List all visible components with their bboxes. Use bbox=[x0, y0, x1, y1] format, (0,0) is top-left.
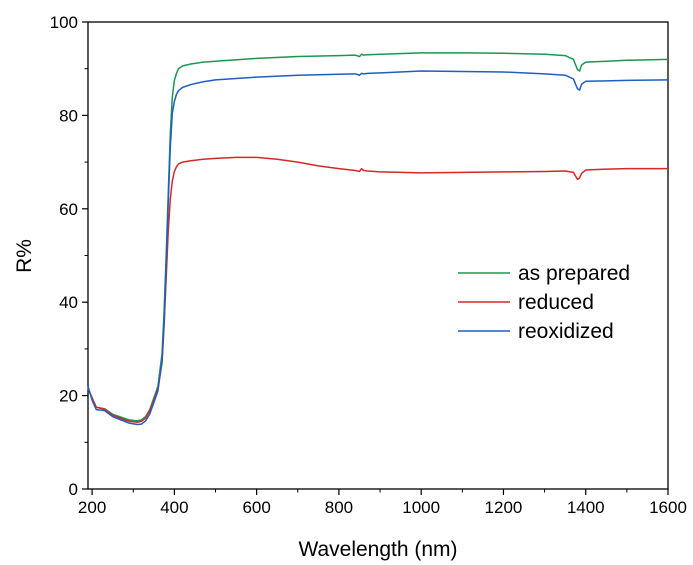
legend-label: reoxidized bbox=[518, 320, 614, 343]
x-tick-label: 1600 bbox=[649, 498, 687, 517]
x-tick-label: 1000 bbox=[402, 498, 440, 517]
y-tick-label: 80 bbox=[59, 106, 78, 125]
plot-area-border bbox=[87, 21, 669, 490]
series-lines bbox=[87, 52, 669, 426]
legend: as prepared reduced reoxidized bbox=[458, 262, 630, 343]
y-tick-label: 40 bbox=[59, 293, 78, 312]
y-axis-label: R% bbox=[13, 239, 36, 273]
legend-label: as prepared bbox=[518, 262, 630, 285]
plot-frame bbox=[87, 21, 669, 490]
x-tick-label: 400 bbox=[160, 498, 188, 517]
legend-label: reduced bbox=[518, 291, 594, 314]
series-line-3 bbox=[87, 70, 669, 426]
y-tick-label: 100 bbox=[50, 13, 78, 32]
y-tick-label: 20 bbox=[59, 387, 78, 406]
series-line-1 bbox=[87, 52, 669, 422]
axis-ticks: 200 400 600 800 1000 1200 1400 1600 0 20 40 60 80 100 bbox=[50, 13, 687, 517]
series-line-2 bbox=[87, 156, 668, 423]
y-tick-label: 0 bbox=[69, 480, 78, 499]
x-tick-label: 200 bbox=[78, 498, 106, 517]
y-tick-label: 60 bbox=[59, 200, 78, 219]
x-axis-label: Wavelength (nm) bbox=[298, 538, 457, 561]
x-tick-label: 1200 bbox=[485, 498, 523, 517]
x-tick-label: 800 bbox=[325, 498, 353, 517]
x-tick-label: 1400 bbox=[567, 498, 605, 517]
x-tick-label: 600 bbox=[242, 498, 270, 517]
